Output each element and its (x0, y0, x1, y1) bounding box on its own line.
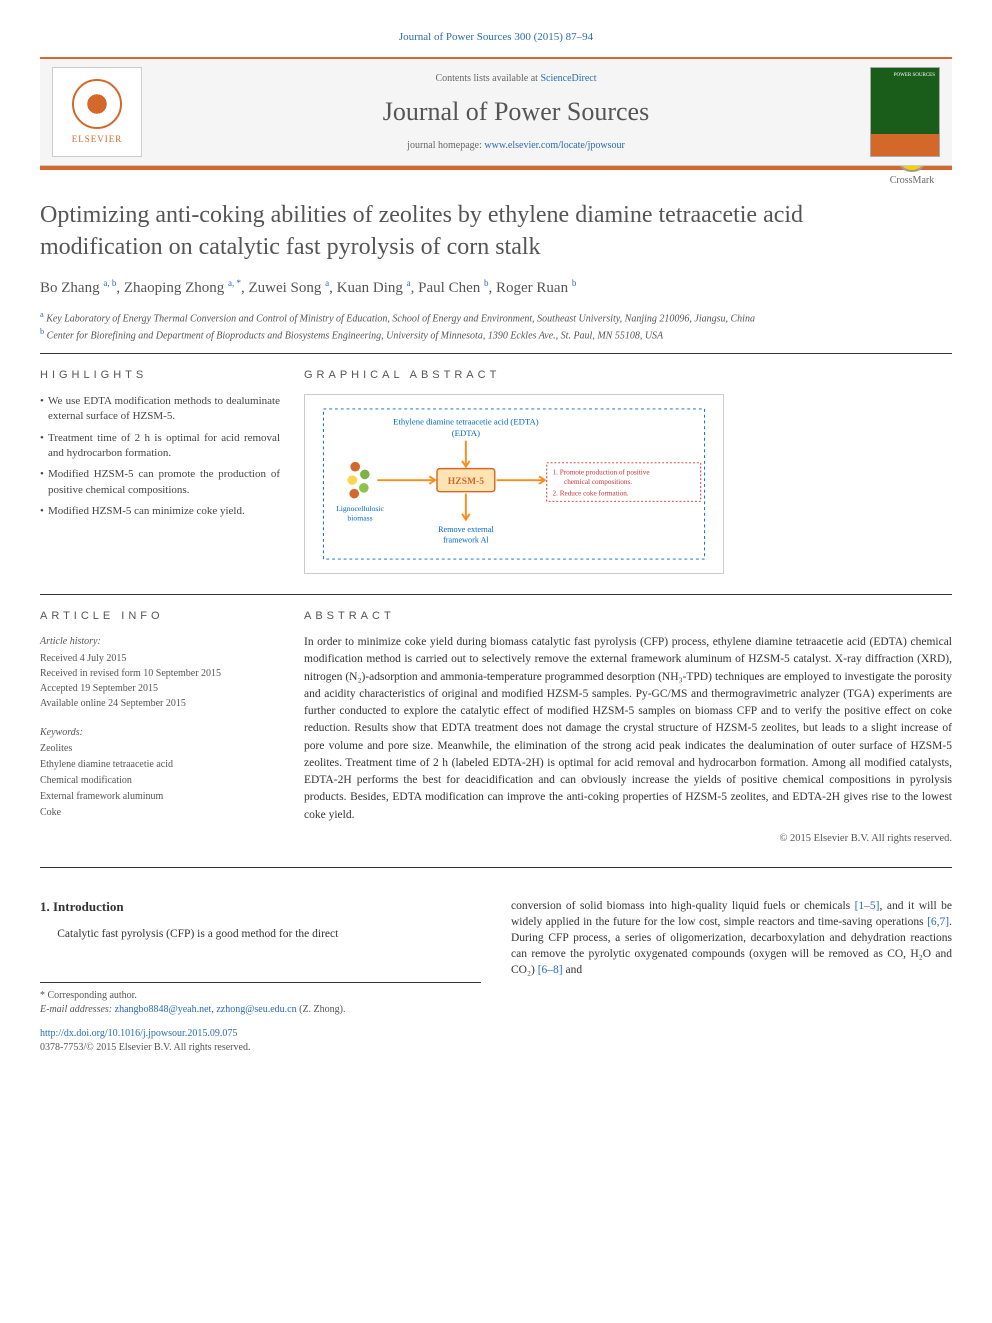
elsevier-tree-icon (72, 79, 122, 129)
elsevier-label: ELSEVIER (72, 133, 123, 146)
article-info-block: Article history: Received 4 July 2015 Re… (40, 634, 280, 711)
keyword-item: Chemical modification (40, 773, 280, 789)
highlight-item: Modified HZSM-5 can promote the producti… (40, 467, 280, 498)
email-label: E-mail addresses: (40, 1004, 115, 1015)
affiliations: a Key Laboratory of Energy Thermal Conve… (40, 309, 952, 355)
abstract-copyright: © 2015 Elsevier B.V. All rights reserved… (304, 832, 952, 847)
keyword-item: External framework aluminum (40, 789, 280, 805)
graphical-abstract-label: GRAPHICAL ABSTRACT (304, 368, 952, 383)
authors-line: Bo Zhang a, b, Zhaoping Zhong a, *, Zuwe… (40, 277, 952, 299)
corresponding-note: * Corresponding author. (40, 989, 481, 1003)
doi-link[interactable]: http://dx.doi.org/10.1016/j.jpowsour.201… (40, 1028, 237, 1039)
revised-date: Received in revised form 10 September 20… (40, 666, 280, 681)
crossmark-label: CrossMark (890, 175, 934, 186)
elsevier-logo: ELSEVIER (52, 67, 142, 157)
svg-text:chemical compositions.: chemical compositions. (564, 478, 632, 486)
accepted-date: Accepted 19 September 2015 (40, 681, 280, 696)
email-link-1[interactable]: zhangbo8848@yeah.net (115, 1004, 212, 1015)
intro-left-text: Catalytic fast pyrolysis (CFP) is a good… (40, 926, 481, 942)
online-date: Available online 24 September 2015 (40, 696, 280, 711)
intro-heading: 1. Introduction (40, 898, 481, 916)
svg-text:(EDTA): (EDTA) (452, 428, 480, 438)
contents-text: Contents lists available at (435, 73, 540, 84)
ga-biomass-text: Lignocellulosic (336, 504, 384, 513)
article-title: Optimizing anti-coking abilities of zeol… (40, 200, 952, 262)
issn-line: 0378-7753/© 2015 Elsevier B.V. All right… (40, 1041, 481, 1055)
affiliation-a: Key Laboratory of Energy Thermal Convers… (46, 313, 755, 324)
divider (40, 594, 952, 595)
journal-cover-thumb (870, 67, 940, 157)
sciencedirect-link[interactable]: ScienceDirect (540, 73, 596, 84)
highlight-item: Modified HZSM-5 can minimize coke yield. (40, 504, 280, 519)
abstract-label: ABSTRACT (304, 609, 952, 624)
journal-reference: Journal of Power Sources 300 (2015) 87–9… (40, 30, 952, 45)
journal-homepage-line: journal homepage: www.elsevier.com/locat… (162, 139, 870, 153)
keywords-head: Keywords: (40, 725, 280, 741)
affiliation-b: Center for Biorefining and Department of… (47, 330, 664, 341)
homepage-label: journal homepage: (407, 140, 484, 151)
ga-hzsm-text: HZSM-5 (448, 476, 484, 487)
email-link-2[interactable]: zzhong@seu.edu.cn (216, 1004, 296, 1015)
ga-remove-text: Remove external (438, 525, 494, 534)
orange-divider (40, 166, 952, 170)
svg-text:biomass: biomass (347, 513, 372, 522)
graphical-abstract-figure: Ethylene diamine tetraacetie acid (EDTA)… (304, 394, 724, 574)
highlight-item: Treatment time of 2 h is optimal for aci… (40, 431, 280, 462)
highlight-item: We use EDTA modification methods to deal… (40, 394, 280, 425)
email-line: E-mail addresses: zhangbo8848@yeah.net, … (40, 1003, 481, 1017)
intro-right-text: conversion of solid biomass into high-qu… (511, 898, 952, 978)
highlights-label: HIGHLIGHTS (40, 368, 280, 383)
ga-result1: 1. Promote production of positive (553, 468, 650, 476)
article-info-label: ARTICLE INFO (40, 609, 280, 624)
keyword-item: Ethylene diamine tetraacetie acid (40, 757, 280, 773)
highlights-list: We use EDTA modification methods to deal… (40, 394, 280, 520)
svg-text:framework Al: framework Al (443, 536, 489, 545)
homepage-link[interactable]: www.elsevier.com/locate/jpowsour (484, 140, 624, 151)
contents-list-line: Contents lists available at ScienceDirec… (162, 72, 870, 86)
email-name: (Z. Zhong). (297, 1004, 346, 1015)
keyword-item: Coke (40, 805, 280, 821)
keyword-item: Zeolites (40, 741, 280, 757)
journal-name: Journal of Power Sources (162, 94, 870, 130)
history-head: Article history: (40, 634, 280, 649)
keywords-block: Keywords: ZeolitesEthylene diamine tetra… (40, 725, 280, 821)
divider-2 (40, 867, 952, 868)
journal-header: ELSEVIER Contents lists available at Sci… (40, 57, 952, 166)
abstract-text: In order to minimize coke yield during b… (304, 634, 952, 824)
received-date: Received 4 July 2015 (40, 651, 280, 666)
ga-edta-text: Ethylene diamine tetraacetie acid (EDTA) (393, 416, 539, 426)
ga-result2: 2. Reduce coke formation. (553, 489, 629, 497)
